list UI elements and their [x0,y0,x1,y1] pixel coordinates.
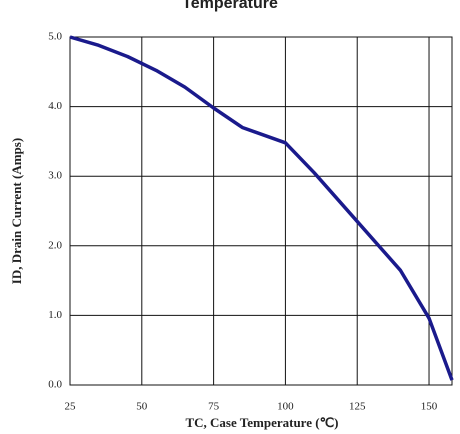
x-tick-label: 50 [136,401,148,413]
data-line [69,35,454,381]
chart-title: Temperature [182,0,278,12]
y-tick-label: 1.0 [48,309,62,321]
y-tick-label: 0.0 [48,379,62,391]
x-tick-label: 125 [349,401,366,413]
y-tick-label: 3.0 [48,170,62,182]
x-tick-label: 100 [277,401,294,413]
plot-area [69,36,453,386]
y-tick-label: 2.0 [48,239,62,251]
x-axis-label: TC, Case Temperature (℃) [185,415,338,430]
y-axis-label: ID, Drain Current (Amps) [9,138,24,284]
x-tick-label: 75 [208,401,220,413]
y-tick-label: 5.0 [48,31,62,43]
x-tick-label: 150 [421,401,438,413]
x-tick-label: 25 [65,401,77,413]
y-tick-label: 4.0 [48,100,62,112]
